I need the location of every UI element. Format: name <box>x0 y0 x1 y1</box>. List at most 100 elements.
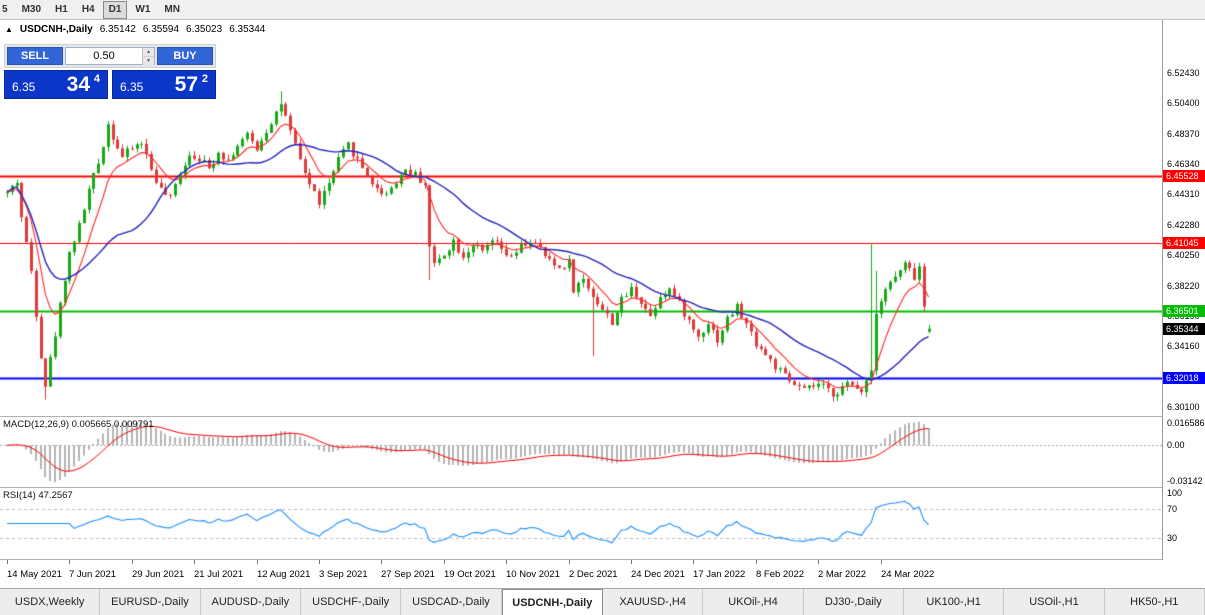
time-axis-tick <box>506 560 507 564</box>
time-axis[interactable]: 14 May 2021 7 Jun 2021 29 Jun 2021 21 Jul 2… <box>0 560 1205 588</box>
price-axis-tick: 6.42280 <box>1167 219 1200 230</box>
level-price-tag: 6.45528 <box>1163 170 1205 183</box>
time-axis-label: 10 Nov 2021 <box>506 569 560 580</box>
macd-axis-tick: -0.03142 <box>1167 476 1203 486</box>
time-axis-tick <box>381 560 382 564</box>
time-axis-tick <box>444 560 445 564</box>
tab-eurusd-daily[interactable]: EURUSD-,Daily <box>100 589 201 615</box>
time-axis-label: 29 Jun 2021 <box>132 569 185 580</box>
sell-button[interactable]: SELL <box>7 47 63 65</box>
time-axis-label: 21 Jul 2021 <box>194 569 244 580</box>
time-axis-label: 24 Mar 2022 <box>881 569 935 580</box>
one-click-trading-panel: SELL ▲ ▼ BUY 6.35 34 4 6.35 57 2 <box>4 44 216 99</box>
rsi-axis-tick: 70 <box>1167 504 1178 515</box>
volume-down-icon[interactable]: ▼ <box>143 57 154 65</box>
time-axis-tick <box>7 560 8 564</box>
price-axis-tick: 6.34160 <box>1167 341 1200 352</box>
period-button-mn[interactable]: MN <box>164 3 180 15</box>
time-axis-label: 27 Sep 2021 <box>381 569 435 580</box>
sell-price-pips: 34 <box>66 73 90 96</box>
buy-price-base: 6.35 <box>120 80 144 94</box>
period-button-w1[interactable]: W1 <box>135 3 151 15</box>
time-axis-label: 14 May 2021 <box>7 569 62 580</box>
tab-audusd-daily[interactable]: AUDUSD-,Daily <box>201 589 301 615</box>
tab-hk50-h1[interactable]: HK50-,H1 <box>1105 589 1205 615</box>
time-axis-tick <box>69 560 70 564</box>
buy-price-pips: 57 <box>174 73 198 96</box>
time-axis-tick <box>693 560 694 564</box>
volume-field-wrap: ▲ ▼ <box>65 47 155 65</box>
price-axis-tick: 6.30100 <box>1167 402 1200 413</box>
volume-input[interactable] <box>66 48 142 64</box>
tab-usdchf-daily[interactable]: USDCHF-,Daily <box>301 589 402 615</box>
period-button-5[interactable]: 5 <box>2 3 8 15</box>
level-price-tag: 6.36501 <box>1163 305 1205 318</box>
tab-usoil-h1[interactable]: USOil-,H1 <box>1004 589 1105 615</box>
time-axis-label: 2 Dec 2021 <box>569 569 618 580</box>
buy-button[interactable]: BUY <box>157 47 213 65</box>
timeframe-toolbar: 5 M30 H1 H4 D1 W1 MN <box>0 0 1205 20</box>
period-button-d1[interactable]: D1 <box>102 0 128 19</box>
ohlc-open: 6.35142 <box>99 24 136 35</box>
time-axis-label: 17 Jan 2022 <box>693 569 746 580</box>
time-axis-label: 12 Aug 2021 <box>257 569 311 580</box>
macd-label: MACD(12,26,9) 0.005665 0.009791 <box>3 419 154 430</box>
time-axis-label: 2 Mar 2022 <box>818 569 867 580</box>
tab-uk100-h1[interactable]: UK100-,H1 <box>904 589 1005 615</box>
price-axis-tick: 6.38220 <box>1167 280 1200 291</box>
time-axis-tick <box>818 560 819 564</box>
sell-price-point: 4 <box>93 73 100 85</box>
chart-symbol-period: USDCNH-,Daily <box>19 24 93 35</box>
time-axis-label: 3 Sep 2021 <box>319 569 368 580</box>
time-axis-tick <box>132 560 133 564</box>
volume-spinner: ▲ ▼ <box>142 48 154 65</box>
rsi-indicator-canvas[interactable] <box>0 488 1162 559</box>
tab-xauusd-h4[interactable]: XAUUSD-,H4 <box>603 589 704 615</box>
time-axis-tick <box>631 560 632 564</box>
macd-indicator-canvas[interactable] <box>0 417 1162 487</box>
price-axis-tick: 6.48370 <box>1167 128 1200 139</box>
macd-axis-tick: 0.016586 <box>1167 418 1205 428</box>
period-button-h4[interactable]: H4 <box>81 3 95 15</box>
time-axis-label: 7 Jun 2021 <box>69 569 117 580</box>
tab-usdcnh-daily[interactable]: USDCNH-,Daily <box>501 589 603 615</box>
period-button-m30[interactable]: M30 <box>21 3 42 15</box>
period-button-h1[interactable]: H1 <box>55 3 68 15</box>
time-axis-tick <box>194 560 195 564</box>
time-axis-tick <box>756 560 757 564</box>
price-axis-tick: 6.46340 <box>1167 159 1200 170</box>
ohlc-high: 6.35594 <box>142 24 180 35</box>
volume-up-icon[interactable]: ▲ <box>143 48 154 57</box>
rsi-label: RSI(14) 47.2567 <box>3 490 73 501</box>
collapse-panel-icon[interactable]: ▲ <box>5 24 13 34</box>
chart-header: ▲ USDCNH-,Daily 6.35142 6.35594 6.35023 … <box>5 24 265 35</box>
pane-separator[interactable] <box>0 416 1205 417</box>
macd-axis-tick: 0.00 <box>1167 440 1185 451</box>
sell-price-base: 6.35 <box>12 80 36 94</box>
tab-dj30-daily[interactable]: DJ30-,Daily <box>804 589 904 615</box>
price-axis-tick: 6.50400 <box>1167 98 1200 109</box>
level-price-tag: 6.41045 <box>1163 237 1205 250</box>
buy-price-box[interactable]: 6.35 57 2 <box>112 70 216 99</box>
price-axis-tick: 6.52430 <box>1167 67 1200 78</box>
time-axis-tick <box>569 560 570 564</box>
tab-usdx-weekly[interactable]: USDX,Weekly <box>0 589 101 615</box>
rsi-axis-tick: 100 <box>1167 488 1183 498</box>
price-axis-tick: 6.44310 <box>1167 189 1200 200</box>
time-axis-label: 24 Dec 2021 <box>631 569 685 580</box>
time-axis-tick <box>257 560 258 564</box>
current-price-tag: 6.35344 <box>1163 322 1205 335</box>
price-axis[interactable]: 6.52430 6.50400 6.48370 6.46340 6.44310 6.422… <box>1162 20 1205 560</box>
tab-ukoil-h4[interactable]: UKOil-,H4 <box>703 589 804 615</box>
ohlc-low: 6.35023 <box>186 24 223 35</box>
buy-price-point: 2 <box>201 73 208 85</box>
trade-prices-row: 6.35 34 4 6.35 57 2 <box>4 70 216 99</box>
pane-separator[interactable] <box>0 487 1205 488</box>
tab-usdcad-daily[interactable]: USDCAD-,Daily <box>401 589 502 615</box>
price-axis-tick: 6.40250 <box>1167 250 1200 261</box>
sell-price-box[interactable]: 6.35 34 4 <box>4 70 108 99</box>
trade-controls-row: SELL ▲ ▼ BUY <box>4 44 216 68</box>
chart-tabs-bar: USDX,Weekly EURUSD-,Daily AUDUSD-,Daily USD… <box>0 588 1205 615</box>
time-axis-label: 19 Oct 2021 <box>444 569 496 580</box>
pane-separator[interactable] <box>0 559 1205 560</box>
